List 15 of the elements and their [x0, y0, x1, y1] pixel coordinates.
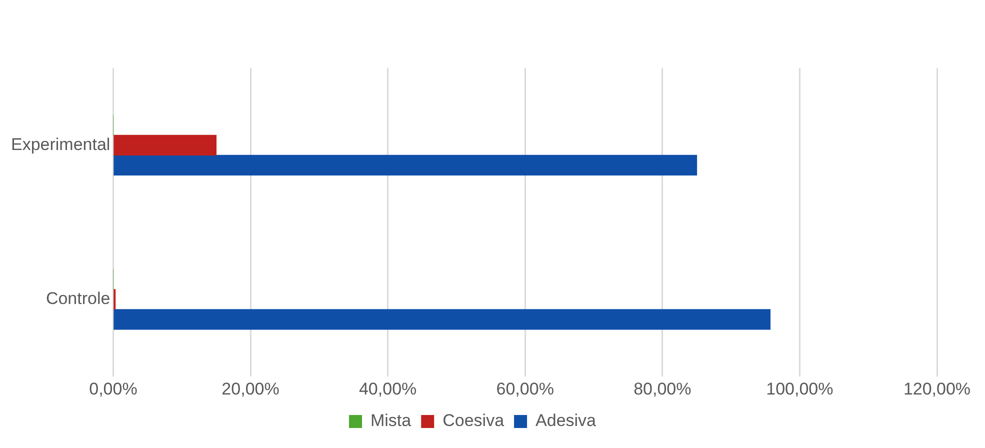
- legend-label: Coesiva: [442, 411, 505, 430]
- x-tick-label: 100,00%: [766, 379, 834, 398]
- x-tick-label: 80,00%: [634, 379, 692, 398]
- legend-label: Mista: [370, 411, 412, 430]
- y-tick-label: Controle: [46, 289, 110, 308]
- bar: [114, 309, 771, 330]
- legend-label: Adesiva: [536, 411, 597, 430]
- bar: [114, 134, 217, 156]
- bar: [114, 154, 698, 176]
- x-tick-label: 60,00%: [496, 379, 554, 398]
- x-tick-label: 40,00%: [358, 379, 417, 398]
- x-tick-label: 0,00%: [89, 379, 138, 398]
- x-tick-label: 20,00%: [222, 379, 280, 398]
- x-tick-label: 120,00%: [903, 379, 971, 398]
- y-tick-label: Experimental: [10, 134, 110, 154]
